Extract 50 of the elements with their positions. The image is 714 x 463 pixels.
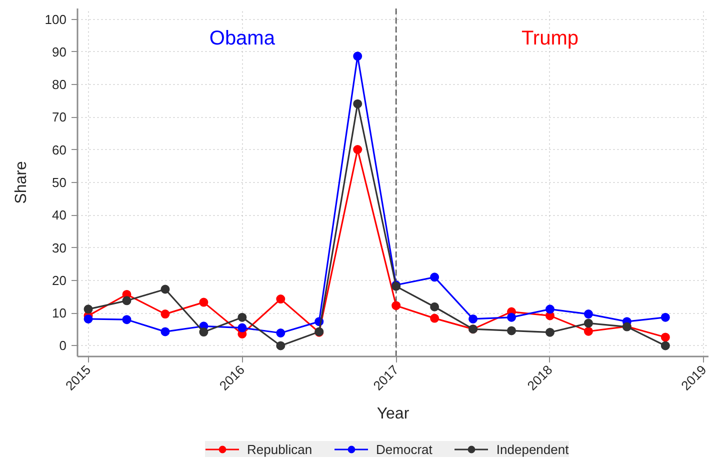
point	[660, 312, 670, 322]
point	[160, 327, 170, 336]
point	[122, 315, 132, 324]
point	[468, 314, 478, 324]
point	[276, 341, 286, 350]
point	[353, 145, 362, 154]
y-axis-title: Share	[12, 161, 30, 204]
point	[84, 314, 93, 324]
y-tick-label: 60	[52, 142, 67, 158]
point	[430, 302, 440, 312]
point	[430, 314, 440, 323]
point	[238, 312, 247, 322]
point	[584, 326, 593, 336]
y-tick-label: 10	[52, 306, 67, 321]
point	[238, 323, 247, 332]
point	[507, 312, 516, 322]
y-tick-label: 100	[44, 12, 67, 27]
point	[160, 284, 170, 294]
point	[276, 328, 286, 338]
y-tick-label: 80	[52, 77, 67, 92]
y-tick-label: 70	[52, 110, 67, 125]
point	[430, 272, 440, 282]
y-tick-label: 30	[52, 240, 67, 256]
point	[507, 326, 516, 336]
point	[353, 99, 362, 108]
legend-label: Republican	[247, 441, 312, 457]
point	[584, 310, 593, 319]
annotation: Trump	[521, 28, 579, 50]
point	[660, 332, 670, 342]
point	[660, 341, 670, 350]
point	[199, 328, 208, 337]
x-axis-title: Year	[376, 405, 410, 422]
y-tick-label: 90	[52, 44, 67, 60]
point	[353, 52, 362, 61]
y-tick-label: 0	[59, 338, 67, 354]
legend-label: Independent	[496, 441, 569, 457]
y-tick-label: 40	[52, 208, 67, 223]
point	[392, 301, 401, 310]
point	[84, 304, 93, 314]
point	[122, 296, 132, 306]
point	[545, 328, 554, 337]
y-tick-label: 20	[52, 272, 67, 288]
y-tick-label: 50	[52, 175, 67, 190]
annotation: Obama	[209, 28, 276, 50]
point	[160, 310, 170, 319]
legend-label: Democrat	[376, 441, 432, 457]
point	[584, 318, 593, 328]
point	[545, 304, 554, 314]
point	[276, 294, 286, 304]
point	[199, 298, 208, 307]
